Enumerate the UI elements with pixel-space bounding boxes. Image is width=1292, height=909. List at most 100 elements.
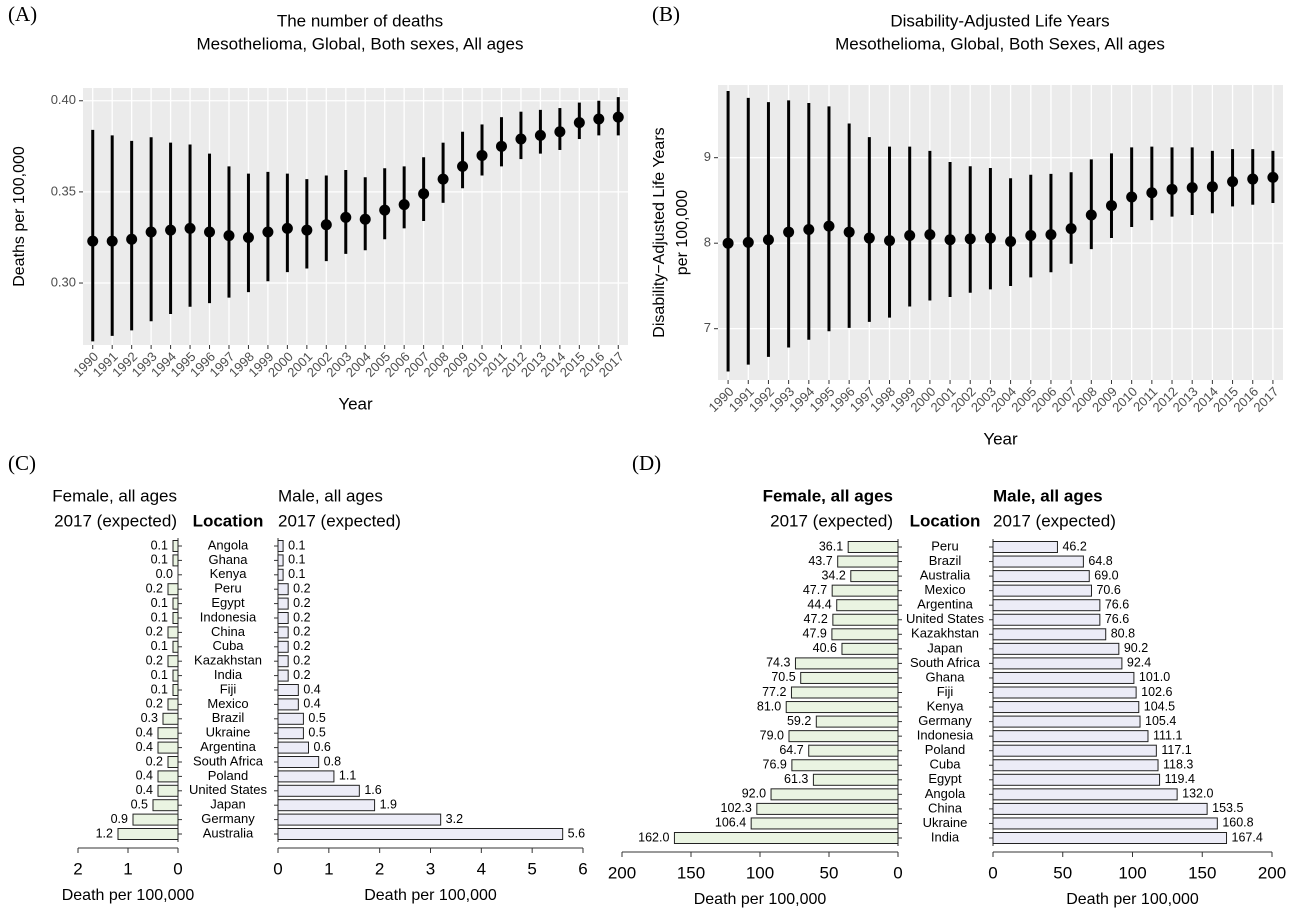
legend-header: Male, all ages	[278, 486, 383, 505]
bar	[277, 813, 442, 826]
point	[984, 232, 996, 244]
point	[281, 222, 293, 234]
bar	[157, 784, 179, 797]
point	[1045, 229, 1057, 241]
bar	[172, 640, 179, 653]
y-tick-label: 0.35	[51, 183, 76, 198]
value-label: 102.3	[721, 801, 752, 815]
bar	[992, 541, 1058, 553]
value-label: 44.4	[807, 597, 831, 611]
value-label: 79.0	[760, 728, 784, 742]
bar	[172, 554, 179, 567]
point	[418, 188, 430, 200]
bar	[277, 756, 320, 768]
panel-label: (B)	[652, 2, 680, 26]
x-axis-title: Death per 100,000	[364, 887, 497, 904]
bar	[992, 613, 1101, 626]
bar	[172, 684, 179, 696]
x-axis-title: Death per 100,000	[62, 887, 195, 904]
point	[1206, 181, 1218, 193]
bar	[277, 828, 564, 840]
x-axis-title: Year	[983, 429, 1018, 448]
point	[495, 140, 507, 152]
bar	[277, 583, 289, 596]
value-label: 40.6	[813, 641, 837, 655]
value-label: 117.1	[1161, 743, 1191, 757]
bar	[770, 788, 899, 801]
bar	[277, 554, 284, 567]
value-label: 74.3	[766, 656, 790, 670]
point	[1166, 183, 1178, 195]
value-label: 0.2	[293, 596, 310, 610]
bar	[277, 626, 289, 639]
value-label: 5.6	[568, 826, 585, 840]
bar	[992, 686, 1137, 699]
location-label: South Africa	[910, 655, 981, 670]
y-axis-title: Disability−Adjusted Life Years	[651, 127, 668, 337]
bar	[992, 584, 1092, 597]
value-label: 92.0	[742, 787, 766, 801]
point	[301, 224, 313, 236]
value-label: 0.1	[288, 553, 305, 567]
location-label: Japan	[927, 640, 962, 655]
value-label: 162.0	[638, 830, 669, 844]
value-label: 77.2	[762, 685, 786, 699]
value-label: 0.2	[293, 581, 310, 595]
value-label: 153.5	[1212, 801, 1243, 815]
point	[803, 224, 815, 236]
point	[340, 211, 352, 223]
location-label: Kazakhstan	[194, 653, 262, 668]
bar	[277, 684, 299, 696]
value-label: 105.4	[1145, 714, 1176, 728]
bar	[172, 669, 179, 682]
point	[379, 204, 391, 216]
point	[612, 111, 624, 123]
legend-subheader: 2017 (expected)	[54, 511, 177, 530]
bar	[162, 712, 179, 725]
value-label: 0.0	[156, 567, 173, 581]
point	[554, 126, 566, 138]
location-label: Poland	[208, 768, 248, 783]
x-tick-label: 200	[1258, 863, 1286, 882]
location-label: Peru	[931, 538, 958, 553]
point	[1005, 235, 1017, 247]
chart-title: Disability-Adjusted Life Years	[890, 11, 1109, 30]
value-label: 0.2	[146, 653, 163, 667]
bar	[277, 597, 289, 610]
value-label: 64.8	[1088, 554, 1112, 568]
point	[184, 222, 196, 234]
value-label: 0.6	[314, 740, 331, 754]
bar	[992, 817, 1218, 830]
point	[884, 235, 896, 247]
point	[262, 226, 274, 238]
value-label: 70.5	[771, 670, 795, 684]
point	[398, 199, 410, 211]
bar	[992, 628, 1107, 641]
value-label: 0.2	[146, 754, 163, 768]
panel-label: (D)	[632, 451, 661, 475]
point	[863, 232, 875, 244]
bar	[277, 770, 335, 783]
bar	[992, 555, 1084, 568]
point	[1126, 191, 1138, 203]
bar	[992, 715, 1141, 728]
location-label: Mexico	[924, 582, 965, 597]
bar	[277, 784, 360, 797]
value-label: 76.6	[1105, 597, 1129, 611]
bar	[277, 568, 284, 581]
point	[1146, 187, 1158, 199]
location-label: Brazil	[212, 710, 245, 725]
bar	[673, 832, 899, 844]
bar	[117, 828, 179, 840]
location-label: Australia	[920, 568, 971, 583]
point	[783, 226, 795, 238]
value-label: 0.2	[293, 610, 310, 624]
bar	[172, 540, 179, 552]
point	[762, 234, 774, 246]
y-tick-label: 0.40	[51, 92, 76, 107]
location-label: United States	[906, 611, 985, 626]
value-label: 90.2	[1124, 641, 1148, 655]
location-label: Angola	[925, 786, 966, 801]
location-label: Argentina	[917, 597, 973, 612]
bar	[812, 773, 899, 786]
